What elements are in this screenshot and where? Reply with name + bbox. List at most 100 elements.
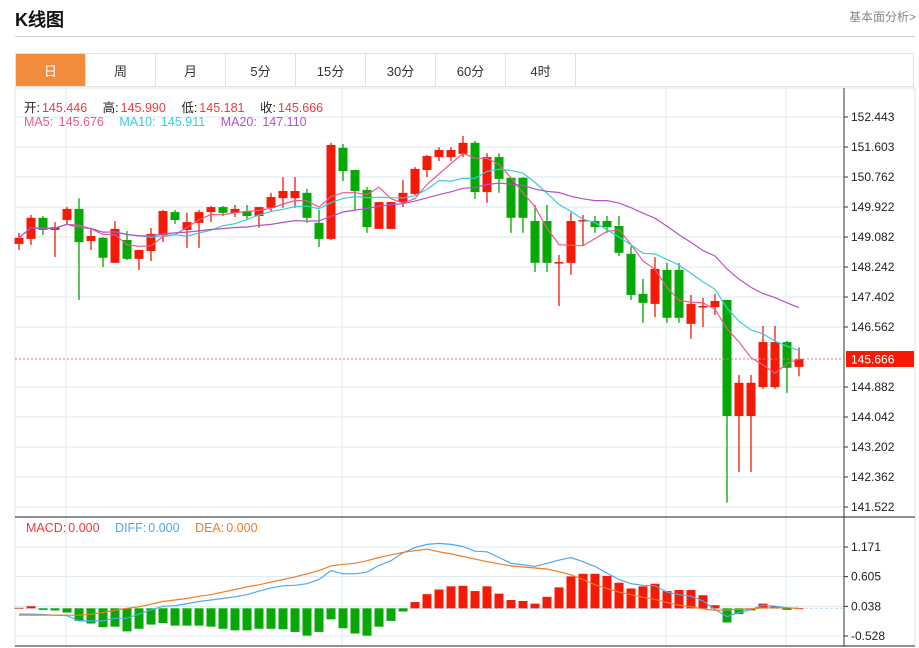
macd-bar	[434, 589, 444, 609]
dea-label: DEA:	[195, 521, 225, 535]
close-label: 收:	[259, 101, 276, 115]
candle-up	[230, 208, 240, 213]
macd-bar	[302, 608, 312, 636]
macd-tick-label: -0.528	[851, 629, 885, 643]
macd-bar	[470, 591, 480, 609]
page-title: K线图	[15, 10, 64, 30]
open-value: 145.446	[41, 101, 88, 115]
ma20-value: 147.110	[262, 115, 307, 129]
tab-15min[interactable]: 15分	[296, 54, 366, 86]
macd-bar	[218, 608, 228, 629]
macd-bar	[374, 608, 384, 627]
candle-up	[158, 211, 168, 235]
candle-up	[566, 221, 576, 263]
macd-tick-label: 0.605	[851, 570, 881, 584]
macd-bar	[158, 608, 168, 624]
macd-bar	[50, 608, 60, 611]
candle-down	[590, 221, 600, 228]
macd-bar	[614, 582, 624, 609]
macd-bar	[230, 608, 240, 631]
macd-bar	[542, 596, 552, 609]
fundamental-analysis-link[interactable]: 基本面分析>	[848, 10, 916, 24]
candle-down	[170, 212, 180, 220]
current-price-label: 145.666	[851, 353, 895, 367]
tab-day[interactable]: 日	[16, 54, 86, 86]
price-tick-label: 144.042	[851, 410, 895, 424]
candle-up	[14, 237, 24, 244]
candle-down	[494, 157, 504, 179]
dea-value: 0.000	[226, 521, 258, 535]
ma5-value: 145.676	[58, 115, 104, 129]
candle-up	[278, 191, 288, 199]
candle-down	[782, 342, 792, 368]
price-tick-label: 141.522	[851, 500, 895, 514]
macd-bar	[674, 590, 684, 609]
macd-bar	[506, 599, 516, 609]
macd-bar	[722, 608, 732, 623]
diff-label: DIFF:	[115, 521, 147, 535]
macd-legend: MACD: 0.000 DIFF: 0.000 DEA: 0.000	[26, 521, 260, 535]
macd-bar	[446, 586, 456, 609]
candle-down	[314, 222, 324, 239]
ma5-label: MA5:	[24, 115, 54, 129]
macd-bar	[734, 608, 744, 615]
candle-down	[218, 207, 228, 213]
ma20-line	[18, 182, 800, 309]
candle-up	[446, 149, 456, 158]
candle-down	[38, 217, 48, 230]
candle-up	[206, 207, 216, 213]
tab-30min[interactable]: 30分	[366, 54, 436, 86]
candle-up	[194, 212, 204, 223]
macd-bar	[662, 591, 672, 609]
tab-week[interactable]: 周	[86, 54, 156, 86]
candle-down	[602, 221, 612, 228]
header-divider	[15, 36, 915, 37]
ma5-line	[18, 152, 800, 374]
high-label: 高:	[102, 101, 119, 115]
candle-up	[770, 342, 780, 388]
candle-up	[146, 233, 156, 252]
candle-up	[386, 202, 396, 229]
macd-bar	[26, 606, 36, 609]
candle-up	[554, 262, 564, 264]
candle-down	[242, 211, 252, 217]
diff-line	[19, 542, 800, 622]
candle-down	[638, 293, 648, 303]
tab-4hour[interactable]: 4时	[506, 54, 576, 86]
candle-up	[326, 144, 336, 239]
macd-bar	[38, 608, 48, 610]
macd-bar	[686, 590, 696, 609]
tab-60min[interactable]: 60分	[436, 54, 506, 86]
ma10-line	[18, 168, 800, 351]
price-tick-label: 146.562	[851, 320, 895, 334]
candle-up	[254, 207, 264, 217]
close-value: 145.666	[277, 101, 324, 115]
candle-down	[614, 226, 624, 253]
price-tick-label: 150.762	[851, 170, 895, 184]
low-label: 低:	[181, 101, 198, 115]
macd-bar	[110, 608, 120, 627]
candle-up	[686, 303, 696, 324]
macd-bar	[266, 608, 276, 629]
macd-bar	[794, 608, 804, 610]
price-tick-label: 143.202	[851, 440, 895, 454]
macd-tick-label: 1.171	[851, 540, 881, 554]
macd-bar	[518, 601, 528, 609]
macd-bar	[242, 608, 252, 631]
macd-bar	[482, 586, 492, 609]
macd-bar	[206, 608, 216, 627]
macd-bar	[338, 608, 348, 629]
tab-5min[interactable]: 5分	[226, 54, 296, 86]
candle-down	[518, 177, 528, 218]
tab-month[interactable]: 月	[156, 54, 226, 86]
ma10-value: 145.911	[160, 115, 206, 129]
macd-bar	[98, 608, 108, 628]
price-tick-label: 152.443	[851, 110, 895, 124]
price-tick-label: 142.362	[851, 470, 895, 484]
macd-bar	[422, 594, 432, 609]
candle-up	[734, 382, 744, 417]
candle-up	[458, 142, 468, 154]
macd-bar	[566, 576, 576, 609]
candle-up	[710, 301, 720, 308]
